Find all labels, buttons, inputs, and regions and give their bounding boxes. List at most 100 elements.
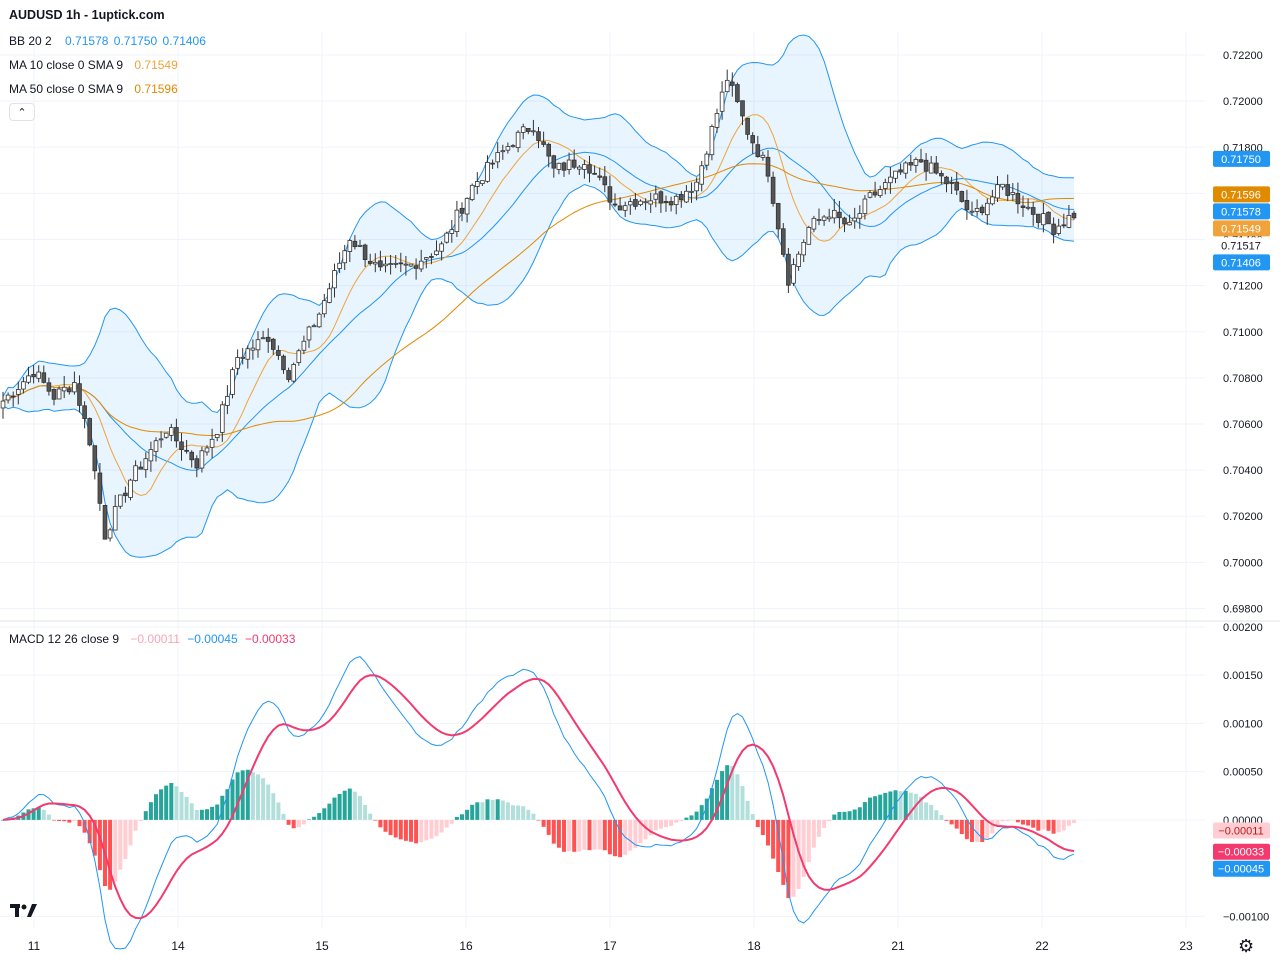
- macd-histogram-bar: [929, 804, 934, 820]
- macd-histogram-bar: [250, 772, 255, 820]
- price-label-text: 0.71549: [1221, 223, 1261, 235]
- candle-up: [403, 263, 409, 266]
- candle-up: [877, 189, 883, 197]
- macd-histogram-bar: [975, 819, 980, 842]
- candle-down: [663, 201, 669, 204]
- candle-up: [21, 381, 26, 390]
- candle-down: [668, 201, 674, 206]
- ma10-legend[interactable]: MA 10 close 0 SMA 9 0.71549: [9, 58, 178, 72]
- macd-histogram-bar: [1031, 819, 1036, 828]
- candle-up: [1000, 183, 1005, 188]
- candle-up: [582, 164, 587, 170]
- macd-histogram-bar: [454, 816, 459, 820]
- candle-up: [383, 263, 388, 267]
- candle-down: [1036, 213, 1041, 223]
- macd-histogram-bar: [648, 819, 653, 836]
- candle-up: [439, 243, 444, 252]
- macd-histogram-bar: [205, 809, 209, 820]
- macd-histogram-bar: [403, 819, 408, 841]
- candle-down: [490, 162, 495, 165]
- candle-down: [750, 135, 755, 144]
- candle-up: [204, 447, 210, 453]
- macd-histogram-bar: [699, 805, 704, 820]
- price-label-bg: [1213, 186, 1270, 203]
- macd-histogram-bar: [1072, 819, 1076, 823]
- macd-histogram-bar: [618, 819, 623, 858]
- candle-down: [964, 199, 970, 211]
- candle-down: [41, 372, 47, 383]
- candle-up: [434, 250, 439, 255]
- macd-histogram-bar: [332, 797, 337, 820]
- candle-down: [92, 445, 98, 472]
- candle-down: [536, 131, 541, 141]
- candle-up: [821, 216, 827, 221]
- candle-up: [704, 153, 710, 166]
- macd-histogram-bar: [664, 819, 668, 828]
- macd-histogram-bar: [240, 770, 245, 820]
- macd-histogram-bar: [490, 799, 495, 820]
- ma50-legend[interactable]: MA 50 close 0 SMA 9 0.71596: [9, 82, 178, 96]
- macd-histogram-bar: [567, 819, 572, 852]
- macd-histogram-bar: [755, 819, 760, 828]
- macd-axis-tick: 0.00150: [1223, 670, 1263, 682]
- macd-histogram-bar: [281, 813, 286, 820]
- time-axis-tick: 23: [1179, 939, 1193, 953]
- candlestick-series: [0, 69, 1077, 542]
- candle-down: [617, 205, 623, 211]
- candle-up: [199, 450, 205, 469]
- macd-histogram-bar: [893, 790, 898, 820]
- price-labels: 0.71750 0.71596 0.71578 0.71549 0.71517 0.714…: [1213, 150, 1270, 877]
- candle-down: [842, 217, 847, 225]
- candle-down: [1046, 211, 1051, 225]
- macd-signal-value: −0.00033: [244, 632, 296, 646]
- macd-histogram-bar: [414, 819, 419, 844]
- price-label-text: 0.71406: [1221, 257, 1261, 269]
- macd-histogram-bar: [82, 819, 87, 833]
- macd-histogram-bar: [475, 802, 480, 820]
- macd-legend[interactable]: MACD 12 26 close 9 −0.00011 −0.00045 −0.…: [9, 632, 295, 646]
- macd-histogram-bar: [31, 808, 36, 820]
- macd-histogram-bar: [964, 819, 969, 840]
- candle-down: [1030, 207, 1036, 215]
- candle-up: [515, 131, 521, 149]
- time-axis-tick: 15: [315, 939, 329, 953]
- macd-histogram-bar: [750, 814, 755, 820]
- candle-up: [505, 146, 511, 151]
- candle-up: [689, 190, 694, 193]
- candle-up: [653, 193, 659, 200]
- candle-up: [913, 159, 919, 166]
- candle-down: [1051, 223, 1056, 235]
- collapse-legend-button[interactable]: ⌃: [9, 103, 35, 121]
- macd-histogram-bar: [592, 819, 597, 850]
- macd-histogram-bar: [613, 819, 617, 857]
- candle-down: [429, 256, 434, 258]
- candle-down: [571, 159, 577, 168]
- macd-histogram-bar: [694, 811, 699, 820]
- candle-up: [158, 438, 164, 441]
- bb-upper-line: [2, 34, 1075, 414]
- candle-up: [61, 386, 67, 392]
- candle-up: [342, 250, 347, 264]
- macd-histogram-bar: [852, 809, 857, 820]
- macd-histogram-bar: [500, 800, 505, 820]
- macd-histogram-bar: [271, 793, 276, 820]
- price-label-text: 0.71596: [1221, 189, 1261, 201]
- macd-axis-tick: 0.00100: [1223, 718, 1263, 730]
- candle-up: [495, 152, 500, 163]
- macd-histogram-bar: [919, 796, 923, 820]
- settings-gear-icon[interactable]: ⚙: [1238, 936, 1255, 956]
- macd-histogram-bar: [36, 807, 41, 820]
- bb-legend[interactable]: BB 20 2 0.71578 0.71750 0.71406: [9, 34, 206, 48]
- candle-down: [189, 451, 195, 461]
- candle-down: [959, 191, 965, 202]
- tradingview-logo-icon[interactable]: [10, 899, 38, 921]
- candle-down: [281, 355, 286, 371]
- macd-histogram-bar: [143, 811, 148, 820]
- macd-histogram-bar: [806, 819, 811, 863]
- time-axis-tick: 16: [459, 939, 473, 953]
- macd-histogram-bar: [572, 819, 577, 852]
- macd-histogram-bar: [358, 795, 362, 820]
- macd-histogram-bar: [291, 819, 296, 829]
- candle-down: [755, 144, 761, 158]
